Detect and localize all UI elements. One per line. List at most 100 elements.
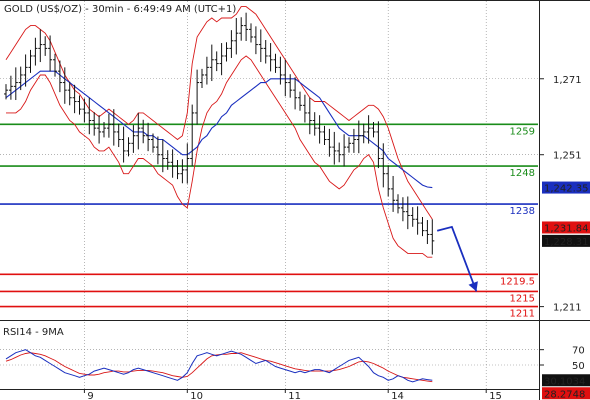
rsi-line xyxy=(5,349,433,383)
candle-bar xyxy=(273,53,278,73)
candle-bar xyxy=(43,36,48,56)
rsi-badge-text: 30.1034 xyxy=(544,376,585,387)
rsi-badge: 30.1034 xyxy=(542,374,590,387)
candle-bar xyxy=(53,53,57,77)
candle-bar xyxy=(106,113,111,138)
candle-bar xyxy=(430,219,435,255)
candle-bar xyxy=(102,122,106,138)
candle-bar xyxy=(337,142,342,163)
candle-bar xyxy=(356,120,361,154)
candle-bar xyxy=(190,104,195,167)
candle-bar xyxy=(263,40,268,64)
rsi-ma-badge-text: 28.2748 xyxy=(544,389,585,400)
candle-bar xyxy=(366,115,371,144)
candle-bar xyxy=(131,125,136,153)
candle-bar xyxy=(82,98,87,123)
candle-bar xyxy=(381,143,386,188)
support-1215-label: 1215 xyxy=(510,293,535,304)
candle-bar xyxy=(204,56,209,85)
candle-bar xyxy=(224,42,229,62)
candle-bar xyxy=(258,29,263,63)
candle-bar xyxy=(160,139,165,173)
price-tick-label: 1,211 xyxy=(553,303,582,314)
projection-path xyxy=(436,225,478,292)
candle-bar xyxy=(67,81,72,106)
last-price-badge-box xyxy=(542,234,590,247)
candle-bar xyxy=(8,75,13,100)
candle-bar xyxy=(126,137,131,157)
projection-layer xyxy=(436,225,478,292)
candle-bar xyxy=(151,133,155,153)
bollinger-lower-band xyxy=(6,55,433,258)
price-tick-label: 1,251 xyxy=(553,151,582,162)
candle-bar xyxy=(185,143,190,184)
candle-bar xyxy=(371,122,376,138)
time-tick-label: 14 xyxy=(391,391,404,400)
candle-bar xyxy=(38,29,43,63)
candle-bar xyxy=(376,121,381,169)
candle-bar xyxy=(195,69,200,125)
candle-bar xyxy=(312,112,317,136)
candle-bar xyxy=(268,43,273,72)
bollinger-upper-band xyxy=(5,6,433,220)
rsi-ma-badge-box xyxy=(542,387,590,400)
candle-bar xyxy=(405,196,410,230)
candle-bar xyxy=(18,66,23,91)
candle-bar xyxy=(219,43,224,76)
axis-layer: 1,271 1,251 1,211 70 50 9 10 11 14 15 xyxy=(83,75,585,400)
candle-bar xyxy=(146,122,151,152)
candle-bar xyxy=(229,30,234,58)
candle-bar xyxy=(400,197,405,222)
last-price-badge-text: 1,228.31 xyxy=(544,237,589,248)
support-1219-5-label: 1219.5 xyxy=(500,276,535,287)
time-tick-label: 15 xyxy=(489,391,502,400)
candle-bar xyxy=(278,56,283,85)
candle-bar xyxy=(13,67,18,101)
candle-bar xyxy=(298,91,302,111)
candle-bar xyxy=(239,17,244,41)
candle-bar xyxy=(97,115,102,144)
candle-bar xyxy=(111,109,116,146)
bands-layer xyxy=(5,6,433,258)
candle-bar xyxy=(92,112,97,136)
candle-bar xyxy=(4,84,8,100)
candle-bar xyxy=(116,123,121,148)
time-tick-label: 9 xyxy=(87,391,93,400)
time-tick-label: 11 xyxy=(288,391,301,400)
candle-bar xyxy=(209,44,214,82)
candle-bar xyxy=(283,59,288,97)
support-1211-label: 1211 xyxy=(510,309,535,320)
rsi-badge-box xyxy=(542,374,590,387)
bollinger-badge-box xyxy=(542,221,590,234)
candle-bar xyxy=(410,207,415,227)
bollinger-badge-text: 1,231.84 xyxy=(544,223,589,234)
rsi-tick-label: 50 xyxy=(572,361,585,372)
candle-bar xyxy=(170,149,175,178)
time-tick-label: 10 xyxy=(190,391,203,400)
candle-bar xyxy=(244,12,249,42)
candle-bar xyxy=(214,51,219,72)
candles-layer xyxy=(4,12,435,255)
moving-average-line xyxy=(5,70,433,189)
candle-bar xyxy=(342,134,347,167)
candle-bar xyxy=(180,159,185,184)
last-price-badge: 1,228.31 xyxy=(542,234,590,248)
candle-bar xyxy=(62,67,67,104)
candle-bar xyxy=(415,206,420,235)
candle-bar xyxy=(121,126,126,163)
projection-arrowhead xyxy=(468,281,478,292)
rsi-title: RSI14 - 9MA xyxy=(3,327,64,338)
candle-bar xyxy=(48,35,53,72)
ma-badge-box xyxy=(542,181,590,194)
candle-bar xyxy=(420,216,425,237)
candle-bar xyxy=(317,115,322,144)
candle-bar xyxy=(234,18,239,55)
candle-bar xyxy=(307,97,312,135)
candle-bar xyxy=(57,60,62,93)
candle-bar xyxy=(23,54,28,87)
candle-bar xyxy=(77,95,82,115)
candle-bar xyxy=(351,128,356,153)
price-tick-label: 1,271 xyxy=(553,75,582,86)
